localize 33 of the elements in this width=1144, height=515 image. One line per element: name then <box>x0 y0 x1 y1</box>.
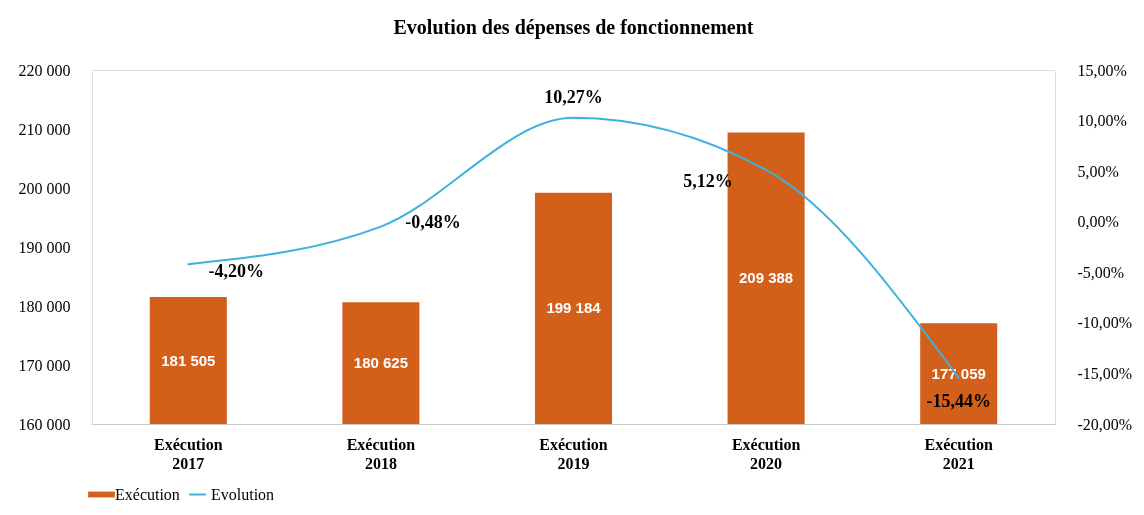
data-label: -4,20% <box>208 261 265 282</box>
x-tick-label: Exécution 2021 <box>924 435 994 472</box>
data-label: 180 625 <box>353 354 409 372</box>
x-tick-label: Exécution 2018 <box>346 435 416 472</box>
line-series <box>187 116 960 379</box>
y2-tick-label: -5,00% <box>1077 263 1125 281</box>
legend-label: Exécution <box>115 485 180 503</box>
y-tick-label: 190 000 <box>18 238 71 256</box>
data-label: 199 184 <box>546 299 602 317</box>
y-tick-label: 160 000 <box>18 415 71 433</box>
x-tick-label: Exécution 2019 <box>539 435 608 472</box>
data-label: 209 388 <box>738 269 794 287</box>
x-tick-label: Exécution 2020 <box>731 435 801 472</box>
y-tick-label: 200 000 <box>18 179 71 197</box>
y2-tick-label: -15,00% <box>1077 364 1133 382</box>
y-tick-label: 180 000 <box>18 297 71 315</box>
y2-tick-label: 10,00% <box>1077 112 1127 130</box>
y-tick-label: 210 000 <box>18 120 71 138</box>
y-tick-label: 220 000 <box>18 61 71 79</box>
legend-label: Evolution <box>211 485 275 503</box>
data-label: 181 505 <box>161 351 216 369</box>
y2-tick-label: 15,00% <box>1077 61 1127 79</box>
chart-title: Evolution des dépenses de fonctionnement <box>393 16 754 39</box>
data-label: -0,48% <box>405 211 461 232</box>
y-tick-label: 170 000 <box>18 356 71 374</box>
x-tick-label: Exécution 2017 <box>154 435 223 472</box>
y2-tick-label: -20,00% <box>1077 415 1133 433</box>
data-label: 177 059 <box>931 364 986 382</box>
y2-tick-label: 5,00% <box>1077 162 1119 180</box>
data-label: 10,27% <box>544 86 603 107</box>
y2-tick-label: -10,00% <box>1077 314 1133 332</box>
data-label: -15,44% <box>926 390 991 411</box>
y2-tick-label: 0,00% <box>1077 213 1119 231</box>
